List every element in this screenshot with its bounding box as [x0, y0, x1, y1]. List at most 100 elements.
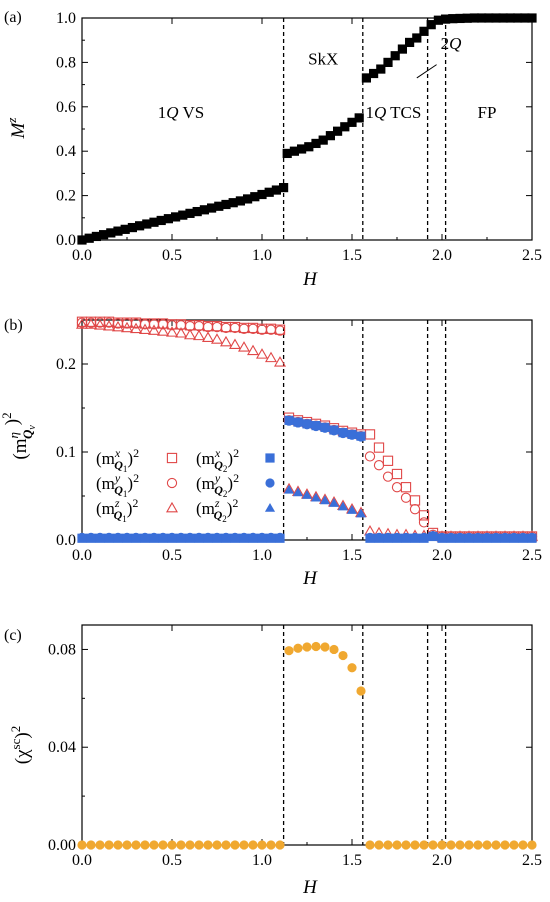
legend-paren-close: ) — [227, 499, 233, 518]
panel-a-y-tick-label: 0.0 — [56, 232, 76, 249]
panel-b-data-point — [527, 532, 537, 542]
panel-a-data-point — [297, 144, 307, 154]
legend-paren-open: (m — [96, 449, 115, 468]
panel-b-data-point — [273, 356, 287, 367]
panel-b-data-point — [158, 532, 168, 542]
panel-b-data-point — [338, 428, 348, 439]
panel-a-data-point — [477, 13, 487, 23]
panel-a-y-tick-label: 0.4 — [56, 143, 76, 160]
legend-paren-close: ) — [227, 474, 233, 493]
panel-a-y-ticks: 0.0 0.2 0.4 0.6 0.8 1.0 — [56, 10, 532, 249]
panel-a-data-point — [250, 192, 260, 202]
panel-b-data-point — [374, 532, 384, 542]
legend-sub-q: Q — [214, 458, 223, 472]
panel-b-data-point — [310, 492, 322, 502]
legend-entry-label: (my Q2)2 — [196, 471, 239, 499]
panel-c-data-point — [491, 840, 501, 850]
panel-a-data-point — [163, 214, 173, 224]
panel-c-data-point — [419, 840, 429, 850]
panel-b-series-4 — [77, 416, 537, 542]
panel-a-ylabel-main: M — [8, 121, 29, 139]
panel-a-x-tick-label: 0.5 — [162, 247, 182, 264]
panel-b-data-point — [228, 338, 242, 349]
panel-a-annotation-rest: VS — [179, 103, 205, 122]
legend-marker — [165, 501, 179, 513]
panel-a-data-point — [135, 221, 145, 231]
panel-b-data-point — [75, 318, 89, 329]
panel-b-data-point — [102, 319, 116, 331]
panel-a-data-point — [113, 226, 123, 236]
panel-a-label: (a) — [4, 9, 22, 26]
panel-a-data-point — [354, 113, 364, 123]
panel-b-data-point — [95, 532, 105, 542]
legend-sup: y — [114, 471, 121, 485]
legend-sub-index: 2 — [222, 514, 227, 524]
panel-a-data-point — [243, 194, 253, 204]
panel-b-data-point — [183, 328, 197, 340]
panel-a-data-point — [257, 189, 267, 200]
panel-c-data-point — [338, 650, 348, 661]
panel-b-data-point — [248, 532, 258, 542]
panel-b-data-point — [382, 455, 394, 466]
panel-c-data-point — [77, 840, 87, 850]
panel-b-data-point — [165, 326, 179, 337]
panel-a-annotation-part: 2 — [441, 34, 450, 53]
panel-a-x-tick-label: 1.5 — [342, 247, 362, 264]
panel-a-data-point — [369, 68, 379, 79]
panel-a-data-point — [214, 201, 224, 211]
legend-entry-label: (mz Q1)2 — [96, 496, 138, 524]
panel-c-x-tick-label: 2.0 — [432, 852, 452, 869]
panel-a-data-point — [149, 217, 159, 227]
legend-entry-label: (mz Q2)2 — [196, 496, 238, 524]
panel-a-data-point — [441, 14, 451, 24]
panel-b-data-point — [446, 532, 456, 542]
panel-b-data-point — [482, 532, 492, 542]
legend-paren-open: (m — [96, 474, 115, 493]
panel-c-y-axis-label: (χsc)2 — [8, 726, 33, 764]
panel-b-data-point — [311, 421, 321, 432]
legend-sub-index: 2 — [223, 489, 228, 499]
panel-b-data-point — [120, 321, 134, 333]
legend-sub-index: 2 — [223, 464, 228, 474]
panel-b-data-point — [319, 495, 331, 505]
panel-c-ylabel-sup: sc — [8, 738, 23, 749]
panel-c-y-tick-label: 0.04 — [48, 739, 76, 756]
legend-marker — [265, 478, 275, 488]
panel-b-data-point — [418, 517, 430, 528]
panel-c-data-point — [140, 840, 150, 850]
panel-a-data-point — [361, 73, 371, 83]
legend-square: 2 — [133, 446, 139, 460]
panel-a-phase-annotation: 2Q — [441, 34, 462, 53]
panel-c-data-point — [527, 840, 537, 850]
svg-text:(mηQν)2: (mηQν)2 — [0, 412, 38, 459]
panel-c-data-point — [194, 840, 204, 850]
panel-c-data-point — [428, 840, 438, 850]
panel-b-data-point — [138, 323, 152, 335]
panel-c-x-tick-label: 0.5 — [162, 852, 182, 869]
panel-c-x-tick-label: 2.5 — [522, 852, 542, 869]
panel-a-data-point — [505, 13, 515, 23]
panel-b-data-point — [473, 532, 483, 542]
panel-a-data-point — [127, 222, 137, 233]
panel-b-data-point — [383, 532, 393, 542]
panel-b-data-point — [409, 504, 421, 515]
legend-paren-close: ) — [127, 499, 133, 518]
panel-a-data-point — [491, 13, 501, 23]
panel-b-data-point — [129, 322, 143, 334]
panel-a-data-point — [77, 235, 87, 245]
legend-sub-index: 1 — [123, 464, 128, 474]
panel-a-data-point — [279, 183, 289, 193]
panel-b-data-point — [86, 532, 96, 542]
panel-b-data-point — [174, 327, 188, 338]
panel-c-frame — [81, 624, 533, 846]
panel-c-data-point — [392, 840, 402, 850]
panel-a-x-tick-label: 1.0 — [252, 247, 272, 264]
panel-a-data-point — [347, 117, 357, 127]
panel-c-ylabel-tail: ) — [12, 732, 33, 738]
panel-c-data-point — [86, 840, 96, 850]
panel-b-data-point — [500, 532, 510, 542]
panel-b-data-point — [491, 532, 501, 542]
panel-c-data-point — [473, 840, 483, 850]
panel-b-y-tick-label: 0.1 — [56, 444, 76, 461]
panel-b-data-point — [455, 532, 465, 542]
